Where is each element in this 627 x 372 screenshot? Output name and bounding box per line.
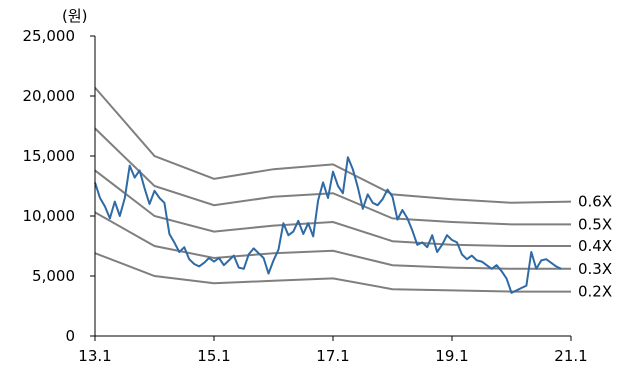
band-label: 0.5X — [578, 215, 612, 233]
band-label: 0.6X — [578, 193, 612, 211]
band-line-0-6x — [94, 86, 572, 204]
band-line-0-4x — [94, 169, 571, 247]
x-tick-label: 19.1 — [435, 347, 468, 365]
y-tick-label: 5,000 — [32, 267, 75, 285]
stock-price-series — [94, 156, 562, 294]
band-label: 0.2X — [578, 283, 612, 301]
pbr-band-lines — [94, 86, 572, 293]
band-line-0-5x — [94, 127, 571, 226]
x-tick-label: 21.1 — [554, 347, 587, 365]
y-tick-label: 0 — [65, 327, 75, 345]
x-tick-label: 13.1 — [78, 347, 111, 365]
x-tick-label: 15.1 — [197, 347, 230, 365]
y-tick-label: 25,000 — [23, 27, 76, 45]
band-line-0-2x — [94, 252, 571, 293]
y-axis-ticks: 0 5,000 10,000 15,000 20,000 25,000 — [23, 27, 95, 345]
y-tick-label: 15,000 — [23, 147, 76, 165]
x-tick-label: 17.1 — [316, 347, 349, 365]
band-labels: 0.6X 0.5X 0.4X 0.3X 0.2X — [578, 193, 612, 301]
band-label: 0.4X — [578, 237, 612, 255]
band-label: 0.3X — [578, 260, 612, 278]
y-tick-label: 10,000 — [23, 207, 76, 225]
y-tick-label: 20,000 — [23, 87, 76, 105]
x-axis-ticks: 13.1 15.1 17.1 19.1 21.1 — [78, 336, 588, 365]
y-axis-unit-label: (원) — [62, 7, 88, 25]
price-line — [94, 156, 562, 294]
